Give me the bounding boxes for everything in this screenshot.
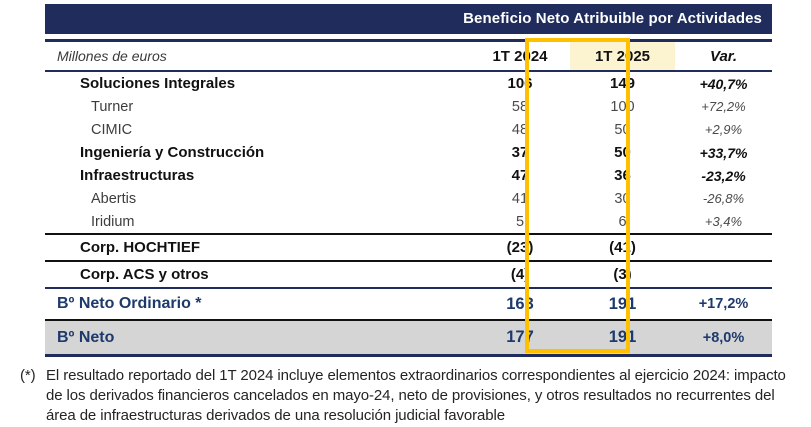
row-label: Infraestructuras: [80, 167, 195, 184]
row-label: Ingeniería y Construcción: [80, 144, 265, 161]
value-1t2025: (3): [613, 266, 632, 283]
table-row-abertis: Abertis 41 30 -26,8%: [45, 187, 772, 210]
table-header-row: Millones de euros 1T 2024 1T 2025 Var.: [45, 42, 772, 72]
row-label: Bº Neto Ordinario *: [57, 295, 202, 312]
column-header-1t2025: 1T 2025: [570, 42, 675, 70]
table-row-ingenieria-construccion: Ingeniería y Construcción 37 50 +33,7%: [45, 141, 772, 164]
value-1t2024: 163: [506, 294, 534, 313]
footnote-marker: (*): [20, 367, 36, 384]
footnote-text: El resultado reportado del 1T 2024 inclu…: [46, 367, 786, 424]
table-row-infraestructuras: Infraestructuras 47 36 -23,2%: [45, 164, 772, 187]
column-header-1t2024: 1T 2024: [492, 47, 548, 65]
value-1t2025: 30: [614, 190, 631, 207]
value-var: +72,2%: [701, 99, 746, 114]
value-1t2024: 37: [511, 144, 529, 161]
value-1t2025: 149: [609, 75, 636, 92]
value-1t2024: 5: [515, 213, 525, 230]
table-row-neto: Bº Neto 177 191 +8,0%: [45, 319, 772, 357]
value-var: +2,9%: [704, 122, 743, 137]
value-var: +40,7%: [699, 75, 748, 92]
footnote: (*) El resultado reportado del 1T 2024 i…: [20, 366, 802, 425]
value-1t2024: 48: [511, 121, 529, 138]
value-var: +33,7%: [699, 144, 748, 161]
value-1t2024: 106: [507, 75, 533, 92]
table-row-corp-acs-otros: Corp. ACS y otros (4) (3): [45, 260, 772, 287]
table-row-corp-hochtief: Corp. HOCHTIEF (23) (41): [45, 233, 772, 260]
table-title: Beneficio Neto Atribuible por Actividade…: [463, 10, 762, 27]
value-1t2024: 58: [511, 98, 529, 115]
value-1t2025: 191: [608, 294, 637, 313]
value-1t2024: 177: [506, 328, 534, 346]
row-label: CIMIC: [91, 121, 133, 138]
value-1t2025: 50: [614, 121, 631, 138]
value-1t2025: 100: [610, 98, 635, 115]
table-row-turner: Turner 58 100 +72,2%: [45, 95, 772, 118]
value-1t2025: 191: [608, 328, 637, 346]
table-title-bar: Beneficio Neto Atribuible por Actividade…: [45, 4, 772, 34]
value-var: +3,4%: [704, 214, 743, 229]
value-1t2024: (4): [510, 266, 530, 283]
column-header-var: Var.: [710, 47, 737, 65]
value-1t2025: 50: [614, 144, 631, 161]
value-1t2024: 41: [511, 190, 529, 207]
value-1t2024: (23): [506, 239, 534, 256]
row-label: Iridium: [91, 213, 135, 230]
results-table: Beneficio Neto Atribuible por Actividade…: [45, 4, 772, 357]
row-label: Soluciones Integrales: [80, 75, 236, 92]
row-label: Corp. ACS y otros: [80, 266, 209, 283]
unit-label: Millones de euros: [57, 48, 167, 64]
value-1t2025: 36: [614, 167, 631, 184]
row-label: Corp. HOCHTIEF: [80, 239, 200, 256]
table-row-iridium: Iridium 5 6 +3,4%: [45, 210, 772, 233]
value-1t2024: 47: [511, 167, 529, 184]
row-label: Abertis: [91, 190, 137, 207]
table-row-cimic: CIMIC 48 50 +2,9%: [45, 118, 772, 141]
value-1t2025: 6: [618, 213, 627, 230]
value-var: -26,8%: [702, 191, 745, 206]
row-label: Bº Neto: [57, 328, 115, 346]
table-row-soluciones-integrales: Soluciones Integrales 106 149 +40,7%: [45, 72, 772, 95]
title-underline: [45, 39, 772, 42]
value-var: -23,2%: [701, 167, 746, 184]
value-var: +8,0%: [702, 329, 745, 346]
value-var: +17,2%: [698, 296, 749, 312]
value-1t2025: (41): [609, 239, 636, 256]
table-row-neto-ordinario: Bº Neto Ordinario * 163 191 +17,2%: [45, 287, 772, 319]
row-label: Turner: [91, 98, 134, 115]
